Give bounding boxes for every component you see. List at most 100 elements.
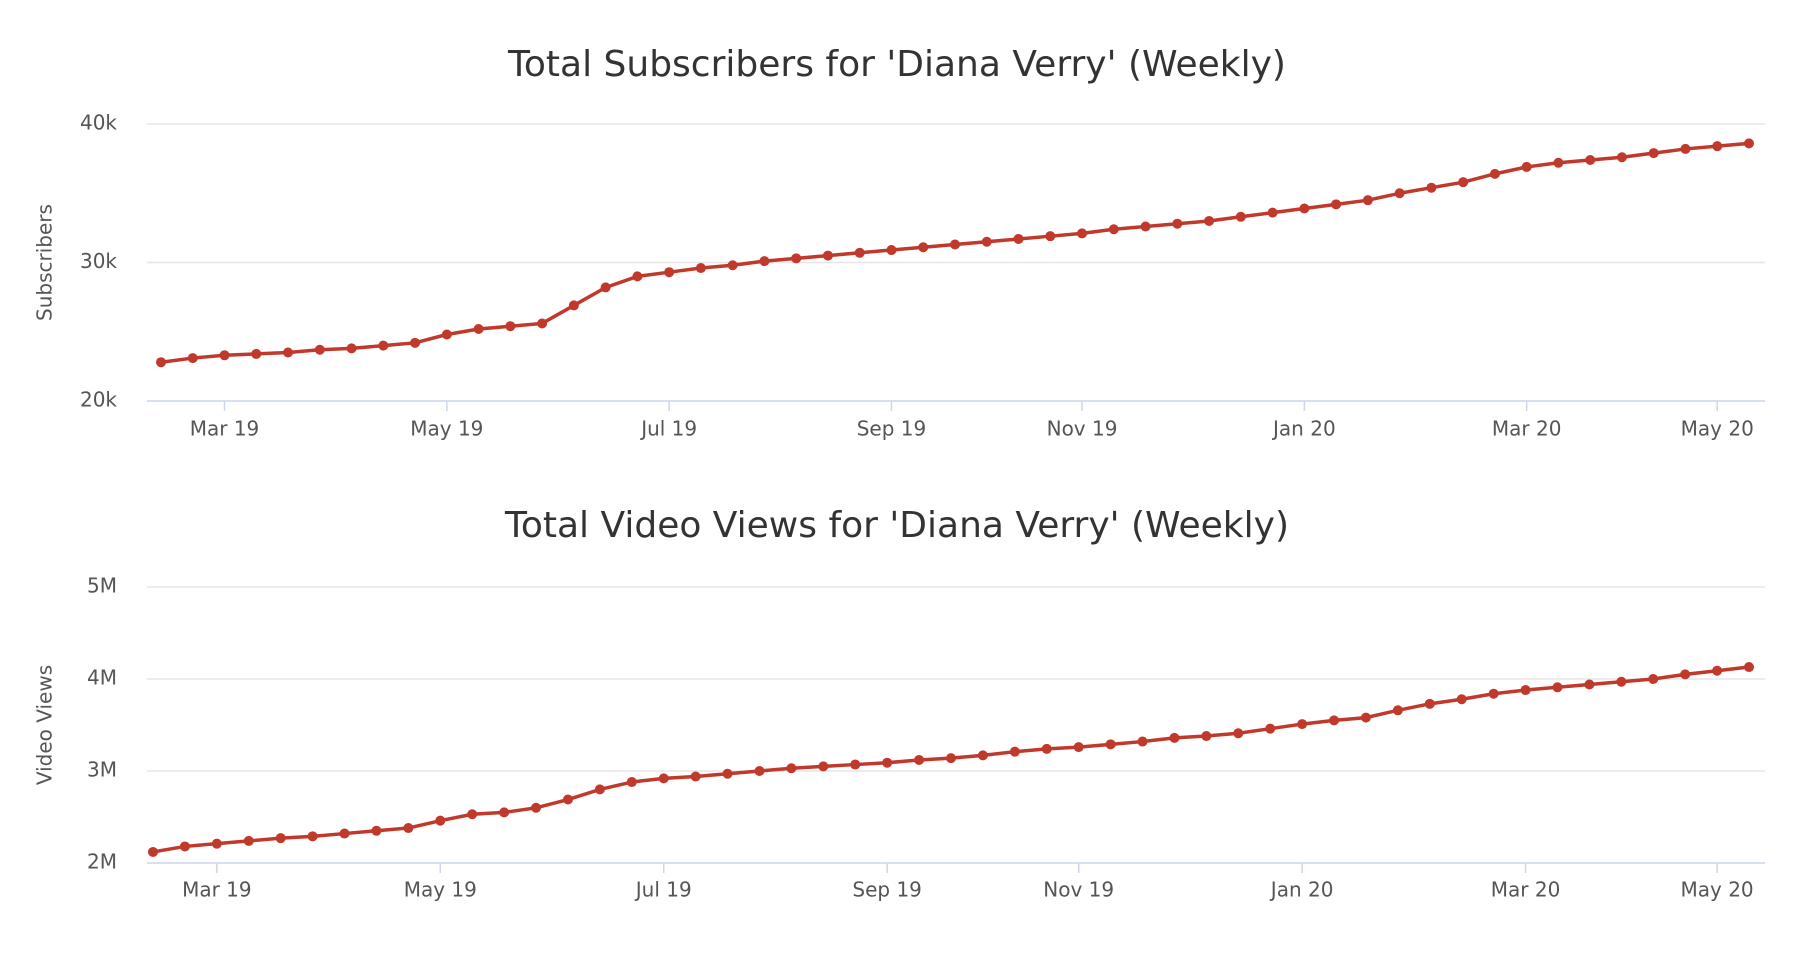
x-tick-label: Sep 19 [857, 417, 927, 441]
point [537, 318, 548, 329]
point [371, 825, 382, 836]
point [275, 833, 286, 844]
point [505, 321, 516, 332]
point [850, 759, 861, 770]
point [473, 323, 484, 334]
point [339, 828, 350, 839]
chart-title: Total Subscribers for 'Diana Verry' (Wee… [507, 44, 1286, 85]
point [1712, 665, 1723, 676]
chart-title: Total Video Views for 'Diana Verry' (Wee… [504, 505, 1289, 546]
point [410, 337, 421, 348]
point [1616, 676, 1627, 687]
point [664, 267, 675, 278]
point [1169, 732, 1180, 743]
point [977, 750, 988, 761]
point [1424, 698, 1435, 709]
point [946, 753, 956, 764]
point [1744, 662, 1754, 673]
x-tick-label: Jul 19 [634, 878, 692, 902]
y-tick-label: 3M [87, 758, 117, 782]
x-tick-label: Jan 20 [1271, 417, 1336, 441]
point [690, 771, 701, 782]
y-tick-label: 20k [80, 388, 117, 412]
point [1520, 685, 1531, 696]
point [1235, 211, 1246, 222]
point [1009, 746, 1020, 757]
point [1073, 742, 1084, 753]
point [632, 271, 643, 282]
point [918, 242, 929, 253]
point [1648, 148, 1659, 159]
point [1041, 743, 1052, 754]
point [219, 350, 230, 361]
point [187, 353, 198, 364]
x-tick-label: May 19 [410, 417, 483, 441]
point [1712, 141, 1723, 152]
x-tick-label: May 19 [404, 878, 477, 902]
point [211, 838, 222, 849]
point [695, 263, 706, 274]
point [148, 846, 158, 857]
point [1045, 231, 1056, 242]
point [1108, 224, 1119, 235]
x-tick-label: Mar 19 [190, 417, 260, 441]
point [435, 815, 446, 826]
point [1204, 215, 1215, 226]
y-tick-label: 4M [87, 666, 117, 690]
point [1680, 669, 1691, 680]
point [283, 347, 294, 358]
point [568, 300, 579, 311]
y-axis-title: Video Views [33, 665, 57, 785]
x-tick-label: Mar 20 [1491, 878, 1561, 902]
point [441, 329, 452, 340]
point [1201, 731, 1212, 742]
point [156, 357, 166, 368]
x-tick-label: May 20 [1681, 417, 1754, 441]
point [243, 835, 254, 846]
y-tick-label: 40k [80, 111, 117, 135]
point [1265, 723, 1276, 734]
point [531, 802, 542, 813]
x-tick-label: May 20 [1681, 878, 1754, 902]
y-axis-title: Subscribers [33, 204, 57, 321]
point [886, 245, 897, 256]
point [1456, 694, 1467, 705]
point [822, 250, 833, 261]
point [1172, 218, 1183, 229]
point [600, 282, 611, 293]
point [251, 348, 262, 359]
point [1013, 233, 1024, 244]
point [854, 247, 865, 258]
point [1426, 182, 1437, 193]
point [1299, 203, 1310, 214]
point [882, 757, 893, 768]
x-tick-label: Jan 20 [1269, 878, 1334, 902]
point [378, 340, 389, 351]
point [179, 841, 190, 852]
point [1489, 168, 1500, 179]
x-tick-label: Nov 19 [1047, 417, 1118, 441]
point [499, 807, 510, 818]
x-tick-label: Sep 19 [852, 878, 922, 902]
point [759, 256, 770, 267]
point [1584, 679, 1595, 690]
point [1458, 177, 1469, 188]
point [1297, 719, 1308, 730]
point [1329, 715, 1340, 726]
point [1521, 161, 1532, 172]
point [1553, 157, 1564, 168]
point [1140, 221, 1151, 232]
point [727, 260, 738, 271]
point [1394, 188, 1405, 199]
x-tick-label: Nov 19 [1043, 878, 1114, 902]
x-tick-label: Jul 19 [639, 417, 697, 441]
point [626, 777, 637, 788]
point [1331, 199, 1342, 210]
point [467, 809, 478, 820]
point [1137, 736, 1148, 747]
point [950, 239, 960, 250]
x-tick-label: Mar 20 [1492, 417, 1562, 441]
point [1077, 228, 1088, 239]
line [160, 141, 1750, 364]
